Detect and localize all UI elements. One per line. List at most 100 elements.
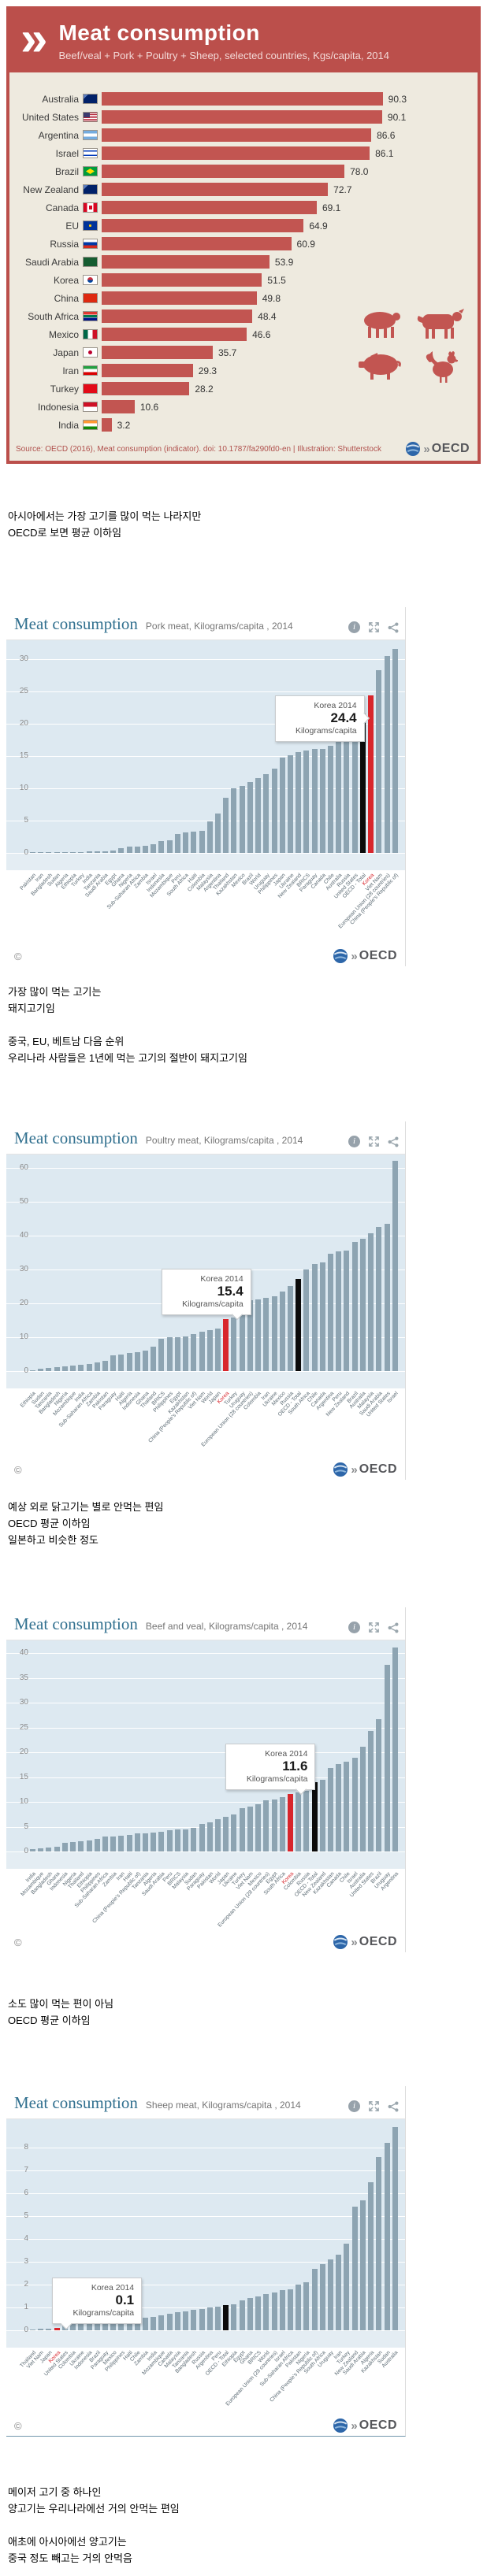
bar-Thailand[interactable] <box>223 798 229 853</box>
bar-Iran[interactable] <box>336 2255 342 2330</box>
bar-Thailand[interactable] <box>151 1347 157 1371</box>
bar-Pakistan[interactable] <box>206 1822 213 1851</box>
bar-Brazil[interactable] <box>376 1719 382 1851</box>
bar-Sudan[interactable] <box>191 1828 197 1851</box>
bar-Tanzania[interactable] <box>46 1367 52 1371</box>
bar-Malaysia[interactable] <box>174 2312 180 2330</box>
bar-Argentina[interactable] <box>328 1254 334 1371</box>
info-icon[interactable]: i <box>348 1136 360 1147</box>
bar-Brazil[interactable] <box>94 2320 100 2330</box>
bar-Saudi Arabia[interactable] <box>102 851 108 853</box>
bar-Paraguay[interactable] <box>199 1824 205 1851</box>
bar-Sub-Saharan Africa[interactable] <box>287 2289 293 2330</box>
bar-Mozambique[interactable] <box>38 1848 44 1851</box>
bar-United States[interactable] <box>351 723 358 853</box>
bar-Haiti[interactable] <box>126 1835 132 1851</box>
bar-Russia[interactable] <box>199 2309 205 2330</box>
bar-Mozambique[interactable] <box>70 1366 76 1371</box>
bar-Nigeria[interactable] <box>126 846 132 853</box>
bar-Bangladesh[interactable] <box>54 1366 60 1371</box>
bar-Tanzania[interactable] <box>94 851 100 853</box>
bar-Iran[interactable] <box>38 852 44 853</box>
bar-Algeria[interactable] <box>368 2181 374 2330</box>
bar-Chile[interactable] <box>311 1264 318 1371</box>
bar-Haiti[interactable] <box>118 1354 125 1371</box>
bar-Malaysia[interactable] <box>183 1829 189 1851</box>
fullscreen-icon[interactable] <box>368 1622 380 1633</box>
bar-South Africa[interactable] <box>319 2263 325 2330</box>
share-icon[interactable] <box>388 1622 399 1633</box>
bar-Israel[interactable] <box>151 844 157 853</box>
bar-Korea[interactable] <box>54 2328 60 2330</box>
bar-Saudi Arabia[interactable] <box>158 1832 165 1851</box>
bar-Iran[interactable] <box>263 1298 270 1371</box>
bar-Viet Nam[interactable] <box>247 1806 253 1851</box>
bar-Colombia[interactable] <box>199 831 205 853</box>
bar-Chile[interactable] <box>328 745 334 853</box>
bar-Paraguay[interactable] <box>102 2319 108 2330</box>
bar-Zambia[interactable] <box>110 1837 117 1851</box>
bar-Egypt[interactable] <box>174 1336 180 1371</box>
bar-European Union (28 countries)[interactable] <box>271 2292 277 2330</box>
bar-Peru[interactable] <box>215 2306 221 2330</box>
bar-Viet Nam[interactable] <box>199 1332 205 1371</box>
bar-Philippines[interactable] <box>94 1838 100 1851</box>
bar-OECD - Total[interactable] <box>223 2305 229 2330</box>
fullscreen-icon[interactable] <box>368 2100 380 2112</box>
bar-Mexico[interactable] <box>239 785 245 853</box>
bar-Saudi Arabia[interactable] <box>359 2200 366 2330</box>
bar-Canada[interactable] <box>319 1262 325 1371</box>
bar-Turkey[interactable] <box>78 851 84 853</box>
bar-Turkey[interactable] <box>239 1807 245 1851</box>
bar-Viet Nam[interactable] <box>376 669 382 853</box>
bar-Philippines[interactable] <box>118 2318 125 2330</box>
bar-Paraguay[interactable] <box>311 748 318 853</box>
bar-Bangladesh[interactable] <box>191 2310 197 2330</box>
bar-Zambia[interactable] <box>143 845 149 853</box>
bar-Israel[interactable] <box>392 1160 398 1371</box>
bar-Saudi Arabia[interactable] <box>376 1226 382 1371</box>
info-icon[interactable]: i <box>348 1622 360 1633</box>
bar-South Africa[interactable] <box>183 832 189 853</box>
bar-Tanzania[interactable] <box>183 2311 189 2330</box>
bar-Mozambique[interactable] <box>158 2315 165 2330</box>
bar-Mexico[interactable] <box>279 1291 285 1371</box>
bar-BRICS[interactable] <box>303 750 310 853</box>
bar-Turkey[interactable] <box>344 2243 350 2330</box>
bar-Indonesia[interactable] <box>158 841 165 853</box>
bar-New Zealand[interactable] <box>344 1251 350 1371</box>
bar-Haiti[interactable] <box>126 2318 132 2330</box>
bar-Indonesia[interactable] <box>61 1842 68 1851</box>
bar-Uruguay[interactable] <box>328 2259 334 2330</box>
bar-Turkey[interactable] <box>231 1318 237 1371</box>
bar-Colombia[interactable] <box>70 2321 76 2330</box>
bar-India[interactable] <box>151 2317 157 2330</box>
bar-Kazakhstan[interactable] <box>376 2156 382 2330</box>
bar-Algeria[interactable] <box>126 1353 132 1371</box>
bar-South Africa[interactable] <box>279 1797 285 1851</box>
bar-Ukraine[interactable] <box>271 1295 277 1371</box>
bar-Thailand[interactable] <box>78 1841 84 1851</box>
bar-Canada[interactable] <box>166 2314 173 2330</box>
bar-Australia[interactable] <box>359 1238 366 1371</box>
bar-Bangladesh[interactable] <box>46 852 52 853</box>
bar-Argentina[interactable] <box>215 813 221 853</box>
bar-Russia[interactable] <box>303 1790 310 1851</box>
bar-China (People's Republic of)[interactable] <box>191 1334 197 1371</box>
bar-World[interactable] <box>206 1329 213 1371</box>
bar-Algeria[interactable] <box>61 852 68 853</box>
bar-United States[interactable] <box>368 1730 374 1851</box>
bar-Ethiopia[interactable] <box>70 852 76 853</box>
bar-Argentina[interactable] <box>392 1648 398 1851</box>
bar-Australia[interactable] <box>392 2126 398 2330</box>
fullscreen-icon[interactable] <box>368 621 380 633</box>
bar-Paraguay[interactable] <box>110 1355 117 1371</box>
bar-United States[interactable] <box>384 1223 390 1371</box>
bar-India[interactable] <box>30 1848 35 1851</box>
bar-India[interactable] <box>86 851 92 853</box>
bar-Canada[interactable] <box>319 748 325 853</box>
info-icon[interactable]: i <box>348 2100 360 2112</box>
bar-Korea[interactable] <box>287 1793 293 1851</box>
bar-Indonesia[interactable] <box>86 2320 92 2330</box>
bar-Sudan[interactable] <box>38 1368 44 1371</box>
